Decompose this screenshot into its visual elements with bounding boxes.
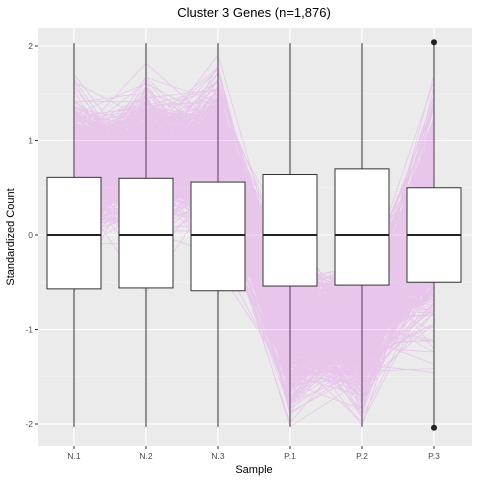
y-tick-label: 2 <box>28 41 33 51</box>
box-N.1 <box>46 176 102 290</box>
y-tick-label: -1 <box>25 325 33 335</box>
profile-line-bundle <box>73 54 435 428</box>
y-tick-label: -2 <box>25 419 33 429</box>
y-axis: -2 -1 0 1 2 <box>25 41 38 429</box>
chart-title: Cluster 3 Genes (n=1,876) <box>177 5 331 20</box>
x-axis: N.1 N.2 N.3 P.1 P.2 P.3 <box>67 446 440 461</box>
x-tick-label: N.1 <box>67 451 81 461</box>
x-tick-label: P.1 <box>284 451 296 461</box>
box-P.2 <box>334 168 390 286</box>
x-tick-label: N.3 <box>211 451 225 461</box>
box-N.2 <box>118 177 174 289</box>
y-tick-label: 1 <box>28 136 33 146</box>
box-P.1 <box>262 174 318 287</box>
x-tick-label: P.3 <box>428 451 440 461</box>
outlier-point <box>431 39 437 46</box>
y-tick-label: 0 <box>28 230 33 240</box>
x-tick-label: N.2 <box>139 451 153 461</box>
plot-panel <box>38 28 472 446</box>
x-axis-label: Sample <box>235 464 272 476</box>
boxes <box>46 39 462 431</box>
y-axis-label: Standardized Count <box>5 188 17 285</box>
box-N.3 <box>190 181 246 292</box>
outlier-point <box>431 424 437 431</box>
x-tick-label: P.2 <box>356 451 368 461</box>
